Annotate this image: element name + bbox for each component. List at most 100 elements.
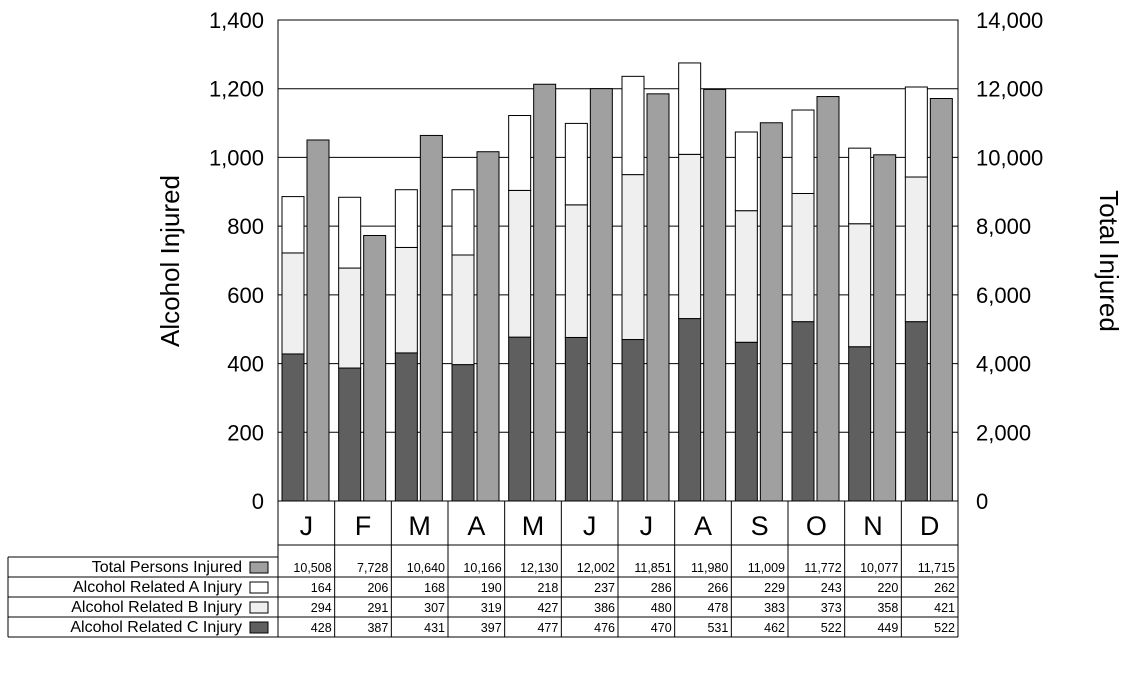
- x-category-label: F: [355, 511, 372, 541]
- bar-c-injury: [508, 336, 532, 502]
- data-table-value: 522: [821, 621, 842, 635]
- bar-b-injury: [848, 223, 872, 348]
- bar-b-injury: [734, 210, 758, 343]
- legend-label: Alcohol Related B Injury: [71, 599, 242, 616]
- y-axis-label-left: Alcohol Injured: [155, 175, 185, 347]
- bar-a-injury: [904, 86, 928, 178]
- y-tick-left: 200: [227, 420, 264, 445]
- bar-a-injury: [281, 196, 305, 254]
- data-table-value: 387: [367, 621, 388, 635]
- y-tick-left: 1,000: [209, 145, 264, 170]
- data-table-value: 373: [821, 601, 842, 615]
- y-axis-label-right: Total Injured: [1094, 190, 1124, 332]
- bar-a-injury: [338, 196, 362, 269]
- bar-a-injury: [508, 115, 532, 191]
- bar-b-injury: [791, 193, 815, 323]
- data-table-value: 477: [537, 621, 558, 635]
- bar-total-injured: [306, 139, 330, 502]
- x-category-label: D: [920, 511, 940, 541]
- data-table-value: 10,508: [293, 561, 331, 575]
- bar-c-injury: [394, 352, 418, 502]
- y-tick-right: 2,000: [976, 420, 1031, 445]
- y-tick-left: 600: [227, 283, 264, 308]
- data-table-value: 478: [707, 601, 728, 615]
- legend-swatch: [249, 601, 269, 614]
- data-table-value: 12,002: [577, 561, 615, 575]
- bar-c-injury: [621, 339, 645, 502]
- bar-total-injured: [363, 234, 387, 502]
- data-table-value: 168: [424, 581, 445, 595]
- data-table-value: 397: [481, 621, 502, 635]
- bar-a-injury: [451, 189, 475, 256]
- bar-c-injury: [904, 321, 928, 502]
- data-table-value: 386: [594, 601, 615, 615]
- bar-b-injury: [904, 176, 928, 323]
- y-tick-right: 4,000: [976, 352, 1031, 377]
- data-table-value: 294: [311, 601, 332, 615]
- x-category-label: M: [522, 511, 545, 541]
- data-table-value: 10,166: [463, 561, 501, 575]
- bar-total-injured: [646, 93, 670, 502]
- data-table-value: 220: [877, 581, 898, 595]
- data-table-value: 11,715: [918, 561, 955, 575]
- bar-c-injury: [451, 364, 475, 502]
- data-table-value: 470: [651, 621, 672, 635]
- data-table-value: 164: [311, 581, 332, 595]
- data-table-value: 10,077: [860, 561, 898, 575]
- data-table-value: 266: [707, 581, 728, 595]
- data-table-value: 431: [424, 621, 445, 635]
- bar-a-injury: [621, 75, 645, 176]
- data-table-value: 358: [877, 601, 898, 615]
- x-category-label: A: [467, 511, 485, 541]
- data-table-value: 218: [537, 581, 558, 595]
- bar-total-injured: [759, 122, 783, 502]
- bar-c-injury: [734, 341, 758, 502]
- data-table-value: 428: [311, 621, 332, 635]
- data-table-value: 11,009: [748, 561, 785, 575]
- y-tick-right: 0: [976, 489, 988, 514]
- bar-b-injury: [451, 254, 475, 366]
- data-table-value: 10,640: [407, 561, 445, 575]
- bar-c-injury: [848, 346, 872, 502]
- y-tick-right: 12,000: [976, 77, 1043, 102]
- bar-b-injury: [678, 153, 702, 320]
- data-table-value: 476: [594, 621, 615, 635]
- data-table-value: 12,130: [520, 561, 558, 575]
- y-tick-right: 10,000: [976, 145, 1043, 170]
- data-table-value: 421: [934, 601, 955, 615]
- legend-swatch: [249, 581, 269, 594]
- data-table-value: 11,851: [634, 561, 671, 575]
- legend-swatch: [249, 561, 269, 574]
- bar-b-injury: [394, 246, 418, 354]
- x-category-label: A: [694, 511, 712, 541]
- bar-total-injured: [703, 88, 727, 502]
- y-tick-left: 1,400: [209, 8, 264, 33]
- y-tick-left: 800: [227, 214, 264, 239]
- bar-c-injury: [338, 367, 362, 502]
- data-table-value: 11,980: [691, 561, 728, 575]
- data-table-value: 531: [707, 621, 728, 635]
- bar-a-injury: [394, 189, 418, 248]
- data-table-value: 480: [651, 601, 672, 615]
- bar-total-injured: [476, 151, 500, 502]
- x-category-label: O: [806, 511, 827, 541]
- legend-label: Alcohol Related C Injury: [70, 619, 242, 636]
- x-category-label: J: [583, 511, 597, 541]
- bar-total-injured: [589, 88, 613, 502]
- data-table-value: 307: [424, 601, 445, 615]
- data-table-value: 229: [764, 581, 785, 595]
- bar-b-injury: [281, 252, 305, 355]
- y-tick-right: 8,000: [976, 214, 1031, 239]
- bar-a-injury: [791, 109, 815, 195]
- data-table-value: 291: [367, 601, 388, 615]
- x-category-label: S: [751, 511, 769, 541]
- bar-c-injury: [791, 321, 815, 502]
- data-table-value: 7,728: [357, 561, 388, 575]
- legend-swatch: [249, 621, 269, 634]
- data-table-value: 237: [594, 581, 615, 595]
- bar-b-injury: [621, 174, 645, 341]
- data-table-value: 262: [934, 581, 955, 595]
- x-category-label: N: [863, 511, 883, 541]
- y-tick-right: 6,000: [976, 283, 1031, 308]
